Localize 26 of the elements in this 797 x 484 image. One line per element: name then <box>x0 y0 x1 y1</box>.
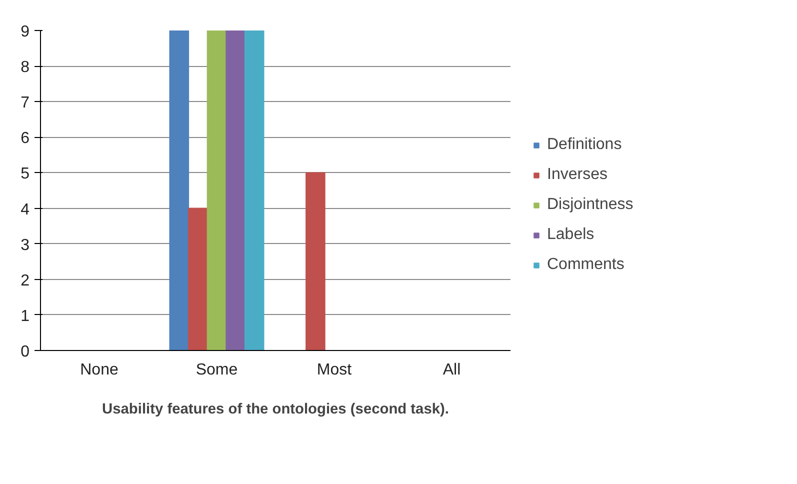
y-tick-label: 5 <box>20 166 30 183</box>
y-tick-label: 4 <box>20 201 30 218</box>
bar <box>306 172 326 350</box>
y-tick-label: 0 <box>20 344 30 360</box>
bar <box>188 208 208 350</box>
x-axis-title: Usability features of the ontologies (second task). <box>102 402 449 418</box>
legend-label: Comments <box>547 256 624 274</box>
y-tick-label: 3 <box>20 236 30 254</box>
x-tick-label: Some <box>196 362 238 378</box>
x-tick-label: None <box>80 362 118 378</box>
y-tick-label: 9 <box>20 24 30 40</box>
legend-label: Definitions <box>547 136 622 154</box>
x-tick-label: Most <box>316 362 352 378</box>
legend-label: Disjointness <box>547 196 634 214</box>
legend-label: Inverses <box>547 166 608 184</box>
legend-label: Labels <box>547 226 594 244</box>
y-tick-label: 1 <box>20 308 30 325</box>
y-tick-label: 8 <box>20 59 30 76</box>
bar <box>226 30 246 350</box>
bar <box>244 30 264 350</box>
y-tick-label: 7 <box>20 94 30 112</box>
x-tick-label: All <box>442 362 461 378</box>
y-tick-label: 2 <box>20 272 30 290</box>
y-tick-label: 6 <box>20 130 30 148</box>
bar <box>206 30 227 350</box>
bar <box>169 30 190 350</box>
